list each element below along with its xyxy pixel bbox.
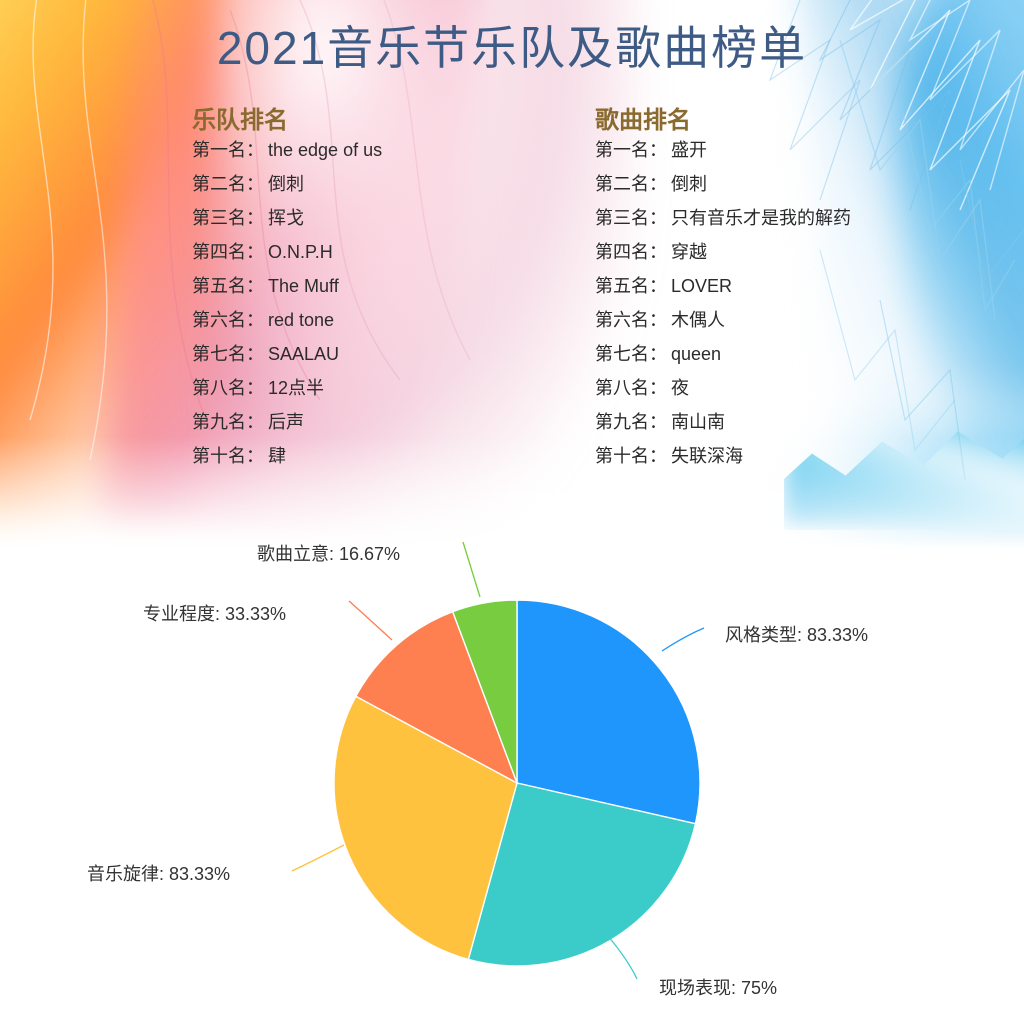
svg-text:现场表现: 75%: 现场表现: 75% <box>659 978 777 998</box>
svg-text:专业程度: 33.33%: 专业程度: 33.33% <box>143 604 286 624</box>
svg-text:风格类型: 83.33%: 风格类型: 83.33% <box>725 625 868 645</box>
svg-text:歌曲立意: 16.67%: 歌曲立意: 16.67% <box>257 544 400 564</box>
svg-text:音乐旋律: 83.33%: 音乐旋律: 83.33% <box>87 864 230 884</box>
